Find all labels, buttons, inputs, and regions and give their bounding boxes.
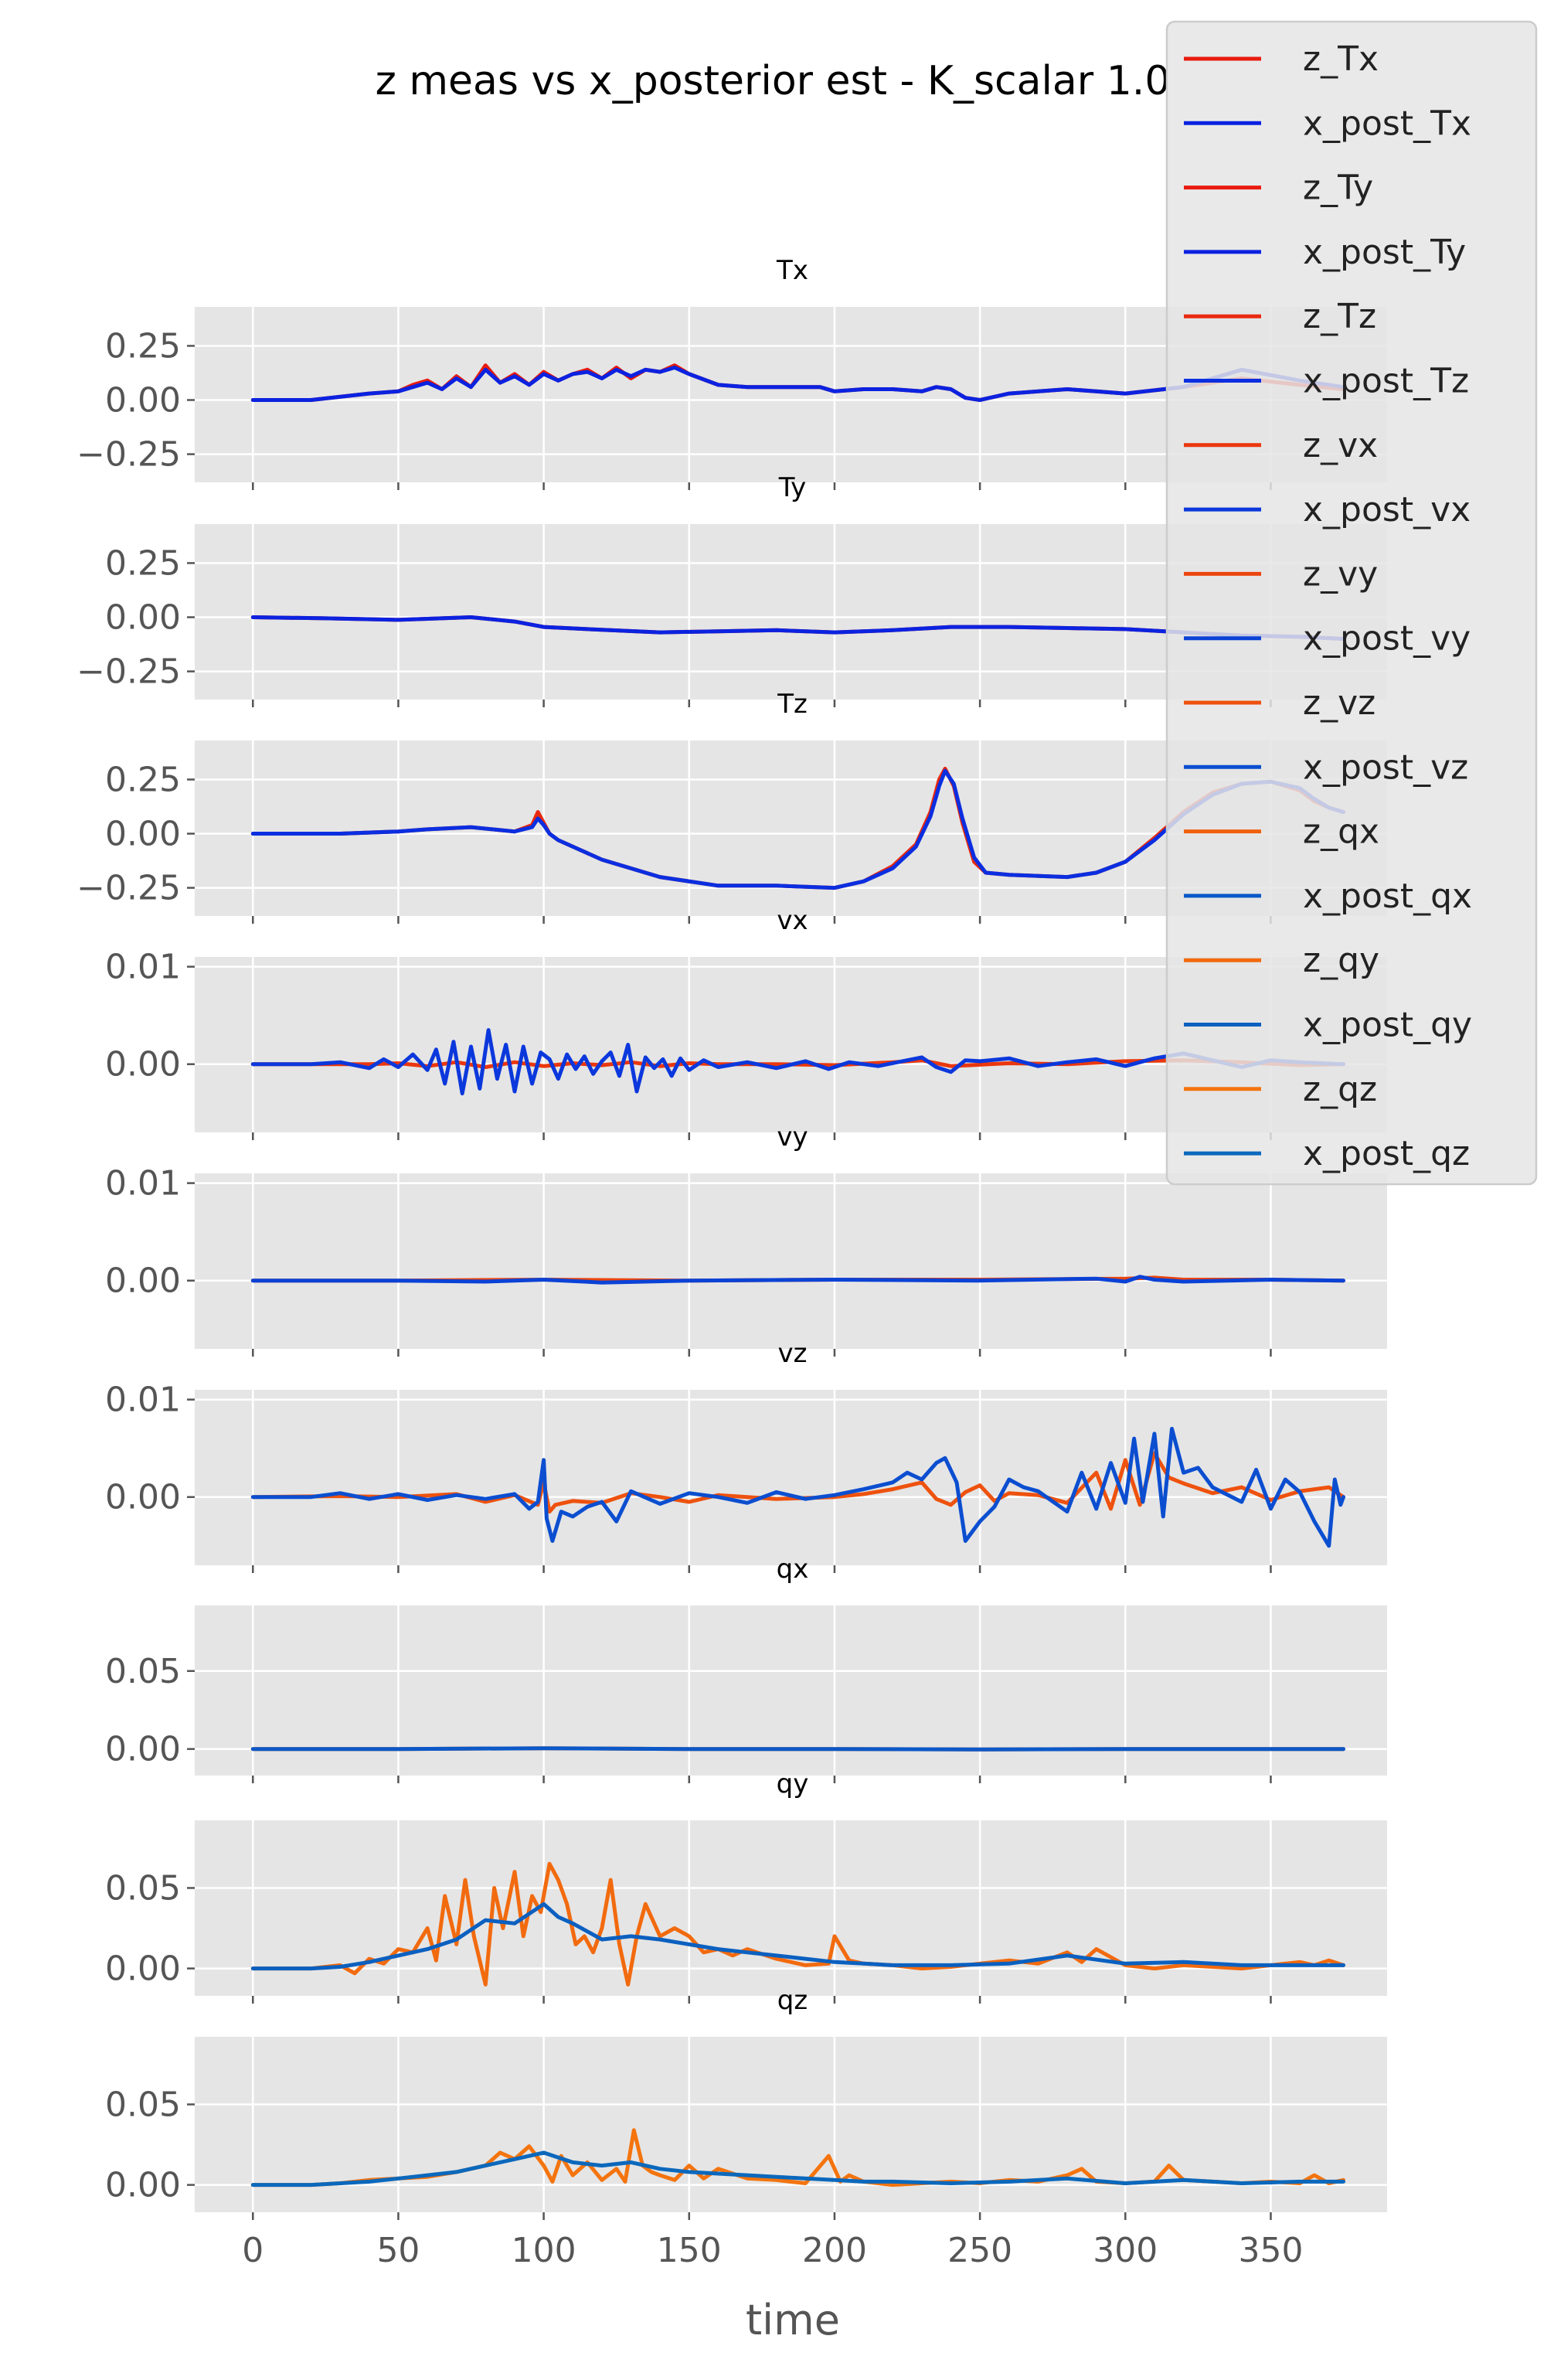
legend-label: z_qy — [1303, 941, 1379, 980]
subplot-vy-title: vy — [777, 1122, 808, 1153]
legend-entry: x_post_vx — [1184, 490, 1471, 529]
legend-label: z_vy — [1303, 554, 1378, 594]
legend-entry: z_qy — [1184, 941, 1379, 980]
series-line-x-post-vx — [250, 1028, 1345, 1096]
x-tick-label: 250 — [947, 2231, 1012, 2270]
legend-label: x_post_vy — [1303, 619, 1471, 659]
subplot-qx-title: qx — [777, 1554, 809, 1585]
legend-entry: z_Ty — [1184, 169, 1373, 208]
subplot-qx-ytick-label: 0.00 — [105, 1730, 181, 1769]
legend-label: z_Tx — [1303, 39, 1379, 79]
x-tick-label: 300 — [1093, 2231, 1158, 2270]
x-tick-label: 100 — [512, 2231, 576, 2270]
series-line-x-post-vy — [250, 1275, 1345, 1285]
legend-entry: x_post_Tz — [1184, 362, 1469, 401]
x-tick-label: 350 — [1238, 2231, 1303, 2270]
legend-box — [1165, 20, 1538, 1186]
subplot-tx-ytick-label: −0.25 — [77, 435, 181, 475]
subplot-vz-ytick-label: 0.01 — [105, 1381, 181, 1420]
subplot-tx-ytick-label: 0.00 — [105, 381, 181, 421]
legend-label: x_post_vz — [1303, 747, 1468, 787]
subplot-vz-title: vz — [778, 1338, 808, 1369]
subplot-tx-ytick-label: 0.25 — [105, 326, 181, 366]
legend-label: z_Ty — [1303, 169, 1373, 208]
x-axis: 0 50 100 150 200 250 300 350 — [242, 2231, 1303, 2270]
legend-entry: x_post_Tx — [1184, 104, 1471, 143]
subplot-vy-ytick-label: 0.01 — [105, 1164, 181, 1204]
subplot-vy-ytick-label: 0.00 — [105, 1262, 181, 1301]
legend-label: x_post_Tz — [1303, 362, 1469, 401]
series-line-x-post-qy — [250, 1902, 1345, 1971]
subplot-qz-ytick-label: 0.00 — [105, 2166, 181, 2205]
x-tick-label: 50 — [376, 2231, 420, 2270]
legend-entry: z_qz — [1184, 1070, 1377, 1109]
legend-entry: z_vy — [1184, 554, 1378, 594]
subplot-qy-background — [195, 1820, 1387, 1996]
subplot-ty-title: Ty — [778, 472, 807, 503]
legend-label: z_qx — [1303, 812, 1379, 852]
subplot-qy: 0.00 0.05 qy — [105, 1769, 1387, 2004]
legend-entry: x_post_qz — [1184, 1134, 1470, 1173]
legend-label: z_Tz — [1303, 297, 1376, 336]
subplot-tz-ytick-label: −0.25 — [77, 869, 181, 908]
legend-entry: z_Tz — [1184, 297, 1376, 336]
subplot-vx-ytick-label: 0.01 — [105, 948, 181, 987]
subplot-ty-ytick-label: 0.00 — [105, 598, 181, 638]
chart-title: z meas vs x_posterior est - K_scalar 1.0 — [376, 58, 1171, 104]
subplot-tz-ytick-label: 0.25 — [105, 760, 181, 799]
legend-entry: z_vz — [1184, 683, 1375, 723]
subplot-qy-ytick-label: 0.05 — [105, 1868, 181, 1908]
legend-label: x_post_qy — [1303, 1006, 1472, 1045]
subplot-ty-ytick-label: 0.25 — [105, 543, 181, 583]
series-line-x-post-qz — [250, 2150, 1345, 2188]
legend-label: z_qz — [1303, 1070, 1377, 1109]
legend-label: x_post_Ty — [1303, 233, 1466, 272]
legend-label: z_vz — [1303, 683, 1375, 723]
subplot-qz-background — [195, 2037, 1387, 2212]
subplot-vz-background — [195, 1390, 1387, 1565]
legend-entry: x_post_qx — [1184, 877, 1472, 916]
subplot-qz-title: qz — [777, 1985, 808, 2016]
subplot-vy: 0.00 0.01 vy — [105, 1122, 1387, 1357]
subplot-vx-ytick-label: 0.00 — [105, 1045, 181, 1084]
legend-label: z_vx — [1303, 426, 1378, 465]
subplot-qy-title: qy — [777, 1769, 809, 1799]
subplot-vx-title: vx — [777, 905, 808, 936]
x-tick-label: 200 — [802, 2231, 867, 2270]
series-line-x-post-qx — [250, 1746, 1345, 1752]
subplot-qz: 0.00 0.05 qz — [105, 1985, 1387, 2220]
subplot-tz-title: Tz — [777, 689, 808, 720]
series-line-x-post-tx — [250, 366, 1345, 402]
legend-entry: z_vx — [1184, 426, 1378, 465]
legend-label: x_post_qz — [1303, 1134, 1470, 1173]
legend-label: x_post_qx — [1303, 877, 1472, 916]
subplot-vy-background — [195, 1173, 1387, 1349]
series-line-z-vz — [250, 1451, 1345, 1514]
legend: z_Tx x_post_Tx z_Ty x_post_Ty z_Tz x_post_Tzz… — [1165, 20, 1538, 1186]
x-axis-label: time — [746, 2296, 840, 2344]
legend-entry: x_post_Ty — [1184, 233, 1466, 272]
legend-entry: z_Tx — [1184, 39, 1379, 79]
subplot-qz-ytick-label: 0.05 — [105, 2085, 181, 2124]
subplot-vz: 0.00 0.01 vz — [105, 1338, 1387, 1573]
subplot-ty-ytick-label: −0.25 — [77, 652, 181, 692]
legend-entry: z_qx — [1184, 812, 1379, 852]
legend-entry: x_post_vy — [1184, 619, 1471, 659]
legend-entry: x_post_qy — [1184, 1006, 1472, 1045]
subplot-vz-ytick-label: 0.00 — [105, 1478, 181, 1517]
legend-label: x_post_Tx — [1303, 104, 1471, 143]
series-line-x-post-vz — [250, 1426, 1345, 1548]
legend-entry: x_post_vz — [1184, 747, 1468, 787]
x-tick-label: 150 — [657, 2231, 722, 2270]
subplot-tx-title: Tx — [776, 255, 808, 286]
legend-label: x_post_vx — [1303, 490, 1471, 529]
subplot-tz-ytick-label: 0.00 — [105, 815, 181, 854]
subplot-qy-ytick-label: 0.00 — [105, 1949, 181, 1989]
x-tick-label: 0 — [242, 2231, 264, 2270]
subplot-qx-ytick-label: 0.05 — [105, 1652, 181, 1691]
subplot-qx: 0.00 0.05 qx — [105, 1554, 1387, 1783]
